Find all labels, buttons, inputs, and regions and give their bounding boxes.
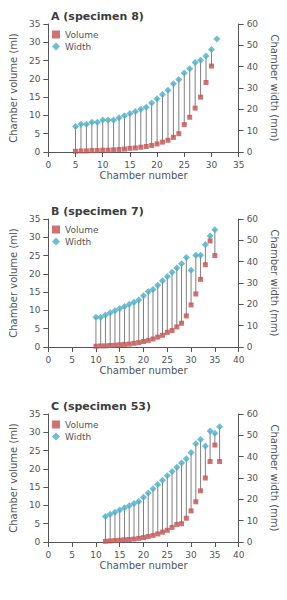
svg-text:5: 5 — [35, 324, 41, 334]
svg-text:20: 20 — [29, 464, 41, 474]
svg-text:25: 25 — [29, 251, 40, 261]
svg-text:10: 10 — [247, 126, 259, 136]
svg-text:30: 30 — [185, 355, 197, 365]
svg-text:30: 30 — [247, 278, 259, 288]
svg-text:5: 5 — [35, 129, 41, 139]
svg-text:30: 30 — [247, 83, 259, 93]
svg-text:25: 25 — [29, 56, 40, 66]
svg-text:B (specimen 7): B (specimen 7) — [51, 205, 144, 218]
svg-text:Volume: Volume — [65, 420, 99, 430]
svg-text:Chamber volume (ml): Chamber volume (ml) — [8, 33, 19, 143]
svg-text:35: 35 — [209, 550, 220, 560]
svg-text:20: 20 — [151, 160, 163, 170]
svg-text:30: 30 — [29, 427, 41, 437]
svg-text:0: 0 — [35, 342, 41, 352]
svg-text:Volume: Volume — [65, 225, 99, 235]
svg-text:35: 35 — [29, 19, 40, 29]
svg-text:10: 10 — [90, 550, 102, 560]
svg-text:Width: Width — [65, 237, 91, 247]
svg-text:35: 35 — [29, 214, 40, 224]
svg-text:20: 20 — [138, 355, 150, 365]
svg-text:0: 0 — [45, 355, 51, 365]
svg-text:15: 15 — [114, 550, 125, 560]
svg-text:Chamber width (mm): Chamber width (mm) — [269, 34, 280, 141]
svg-text:25: 25 — [162, 550, 173, 560]
svg-text:15: 15 — [114, 355, 125, 365]
svg-text:5: 5 — [73, 160, 79, 170]
svg-text:10: 10 — [29, 500, 41, 510]
svg-text:5: 5 — [35, 519, 41, 529]
svg-text:Chamber width (mm): Chamber width (mm) — [269, 229, 280, 336]
svg-text:Chamber width (mm): Chamber width (mm) — [269, 424, 280, 531]
svg-text:35: 35 — [233, 160, 244, 170]
svg-text:25: 25 — [179, 160, 190, 170]
svg-text:35: 35 — [209, 355, 220, 365]
svg-text:Width: Width — [65, 432, 91, 442]
svg-text:15: 15 — [29, 92, 40, 102]
svg-text:Chamber volume (ml): Chamber volume (ml) — [8, 228, 19, 338]
svg-text:60: 60 — [247, 214, 259, 224]
svg-text:50: 50 — [247, 430, 259, 440]
svg-text:20: 20 — [29, 269, 41, 279]
svg-text:50: 50 — [247, 235, 259, 245]
svg-text:0: 0 — [247, 342, 253, 352]
svg-text:Chamber number: Chamber number — [99, 365, 188, 376]
svg-text:40: 40 — [233, 355, 245, 365]
svg-text:10: 10 — [29, 305, 41, 315]
svg-text:15: 15 — [29, 482, 40, 492]
svg-text:Chamber number: Chamber number — [99, 560, 188, 571]
svg-text:25: 25 — [162, 355, 173, 365]
svg-text:0: 0 — [247, 537, 253, 547]
svg-text:0: 0 — [45, 160, 51, 170]
svg-text:20: 20 — [29, 74, 41, 84]
svg-text:60: 60 — [247, 19, 259, 29]
svg-text:60: 60 — [247, 409, 259, 419]
svg-text:25: 25 — [29, 446, 40, 456]
svg-text:40: 40 — [247, 62, 259, 72]
svg-text:10: 10 — [29, 110, 41, 120]
svg-text:40: 40 — [247, 452, 259, 462]
svg-text:10: 10 — [247, 516, 259, 526]
svg-text:5: 5 — [69, 355, 75, 365]
svg-text:10: 10 — [97, 160, 109, 170]
svg-text:30: 30 — [206, 160, 218, 170]
svg-text:20: 20 — [247, 299, 259, 309]
svg-text:5: 5 — [69, 550, 75, 560]
svg-text:30: 30 — [29, 232, 41, 242]
svg-text:20: 20 — [138, 550, 150, 560]
svg-text:Chamber number: Chamber number — [99, 170, 188, 181]
svg-text:Volume: Volume — [65, 30, 99, 40]
svg-text:40: 40 — [233, 550, 245, 560]
svg-text:20: 20 — [247, 104, 259, 114]
svg-text:A (specimen 8): A (specimen 8) — [51, 10, 144, 23]
svg-text:0: 0 — [247, 147, 253, 157]
svg-text:50: 50 — [247, 40, 259, 50]
svg-text:Width: Width — [65, 42, 91, 52]
svg-text:15: 15 — [29, 287, 40, 297]
svg-text:35: 35 — [29, 409, 40, 419]
svg-text:20: 20 — [247, 494, 259, 504]
svg-text:C (specimen 53): C (specimen 53) — [51, 400, 151, 413]
svg-text:0: 0 — [35, 147, 41, 157]
svg-text:15: 15 — [124, 160, 135, 170]
svg-text:30: 30 — [247, 473, 259, 483]
svg-text:10: 10 — [90, 355, 102, 365]
svg-text:40: 40 — [247, 257, 259, 267]
svg-text:0: 0 — [45, 550, 51, 560]
svg-text:30: 30 — [29, 37, 41, 47]
svg-text:30: 30 — [185, 550, 197, 560]
svg-text:10: 10 — [247, 321, 259, 331]
svg-text:0: 0 — [35, 537, 41, 547]
svg-text:Chamber volume (ml): Chamber volume (ml) — [8, 423, 19, 533]
